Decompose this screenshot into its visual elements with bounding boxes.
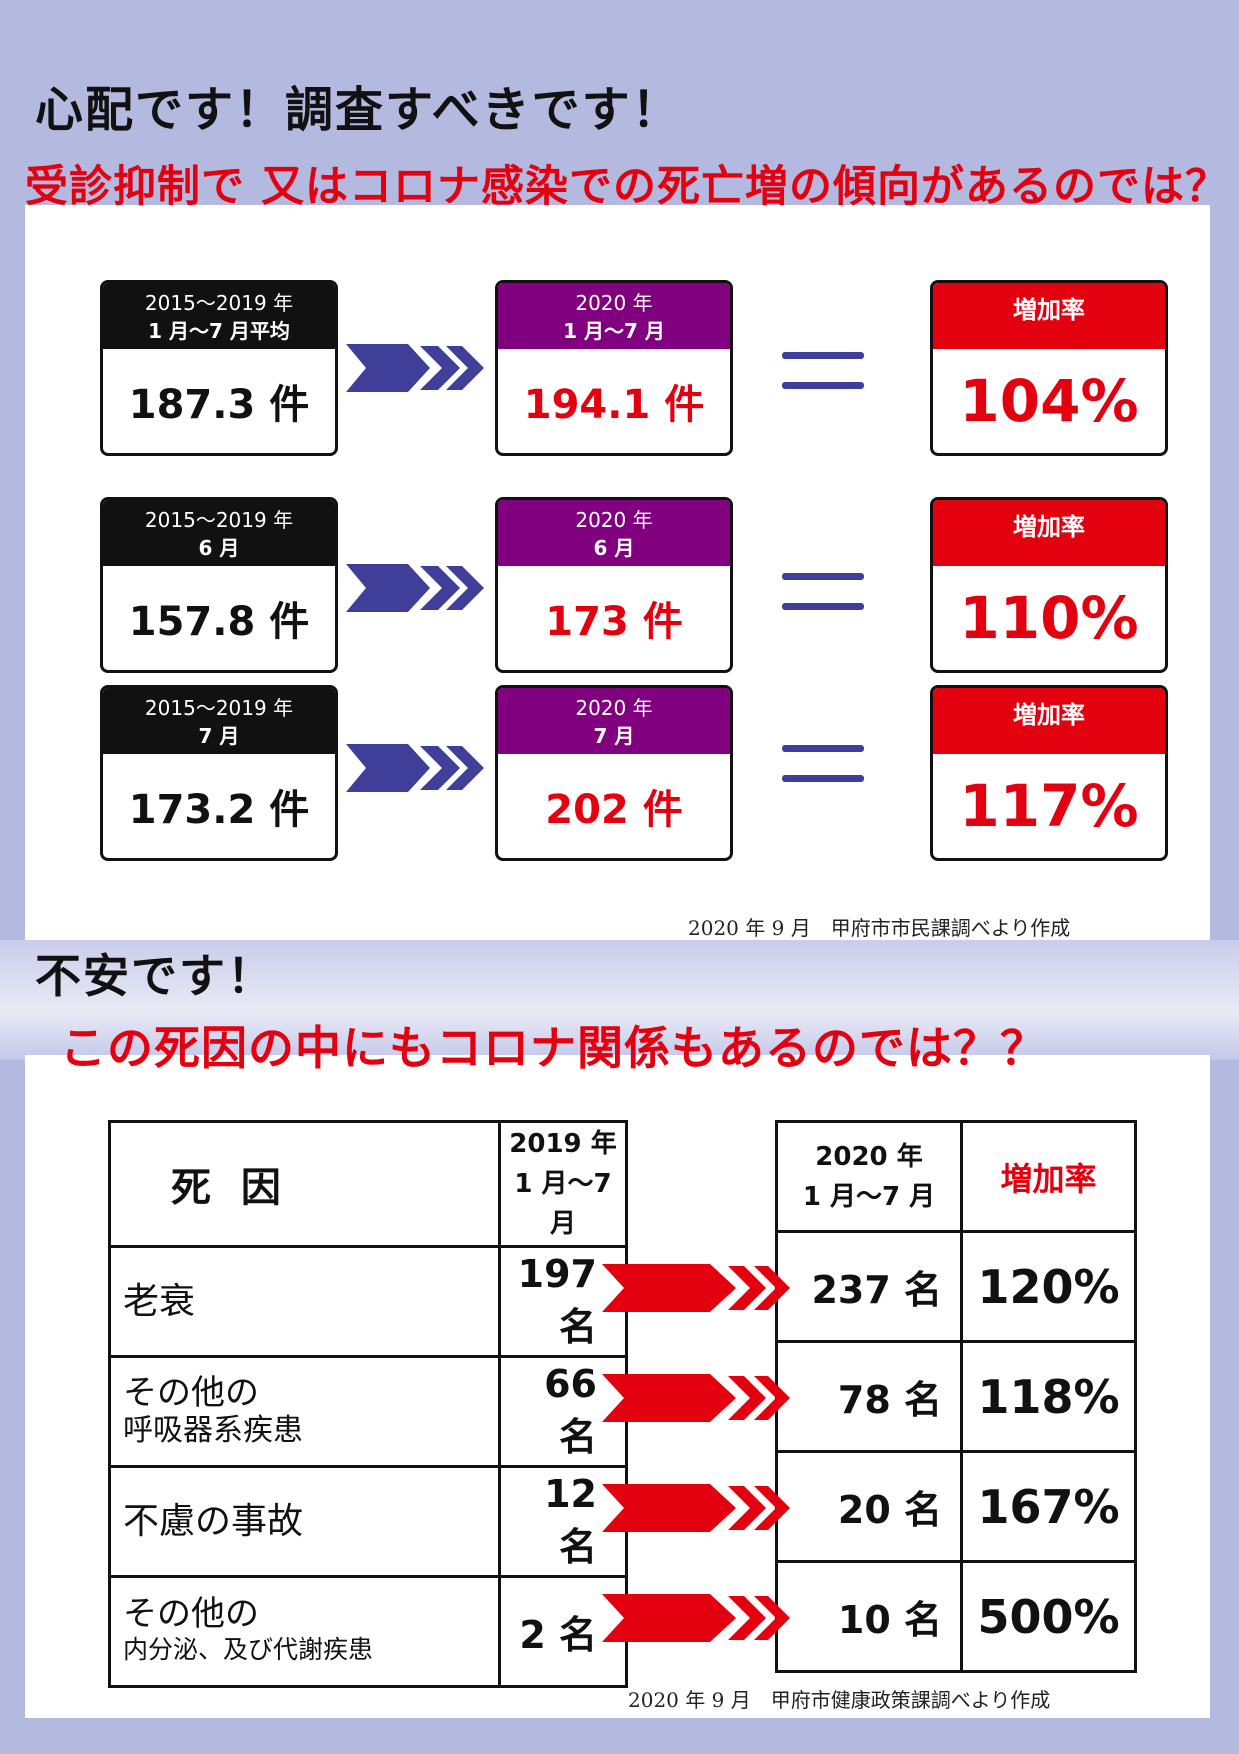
header-2020-year: 2020 年	[815, 1141, 923, 1172]
red-chevron-arrow-icon	[602, 1374, 790, 1422]
cause-line2: 内分泌、及び代謝疾患	[123, 1634, 374, 1664]
header-cause: 死 因	[108, 1120, 501, 1248]
prev-period-box: 2015～2019 年 1 月～7 月平均 187.3 件	[100, 280, 338, 456]
curr-period-count: 173 件	[545, 599, 683, 645]
cause-line2: 呼吸器系疾患	[123, 1412, 303, 1448]
prev-period-count: 187.3 件	[128, 382, 310, 428]
chevron-arrow-icon	[346, 564, 484, 612]
value-2019: 66 名	[498, 1355, 628, 1468]
red-chevron-arrow-icon	[602, 1484, 790, 1532]
curr-period-count: 202 件	[545, 787, 683, 833]
cause-line1: その他の	[123, 1593, 259, 1634]
source-note-2: 2020 年 9 月 甲府市健康政策課調べより作成	[628, 1688, 1051, 1712]
prev-period-months: 1 月～7 月平均	[148, 319, 290, 343]
curr-period-months: 6 月	[593, 536, 635, 560]
red-chevron-arrow-icon	[602, 1594, 790, 1642]
cause-cell: その他の 呼吸器系疾患	[108, 1355, 501, 1468]
equals-bar-top	[782, 352, 864, 359]
section-divider	[0, 940, 1239, 1060]
value-2020: 10 名	[775, 1560, 963, 1673]
rate-box: 増加率 110%	[930, 497, 1168, 673]
red-chevron-arrow-icon	[602, 1264, 790, 1312]
table-2020: 2020 年 1 月～7 月 増加率 237 名 120% 78 名 118% …	[775, 1120, 1137, 1673]
header-2019-year: 2019 年	[509, 1129, 617, 1159]
curr-period-box: 2020 年 1 月～7 月 194.1 件	[495, 280, 733, 456]
cause-cell: その他の 内分泌、及び代謝疾患	[108, 1575, 501, 1688]
prev-period-years: 2015～2019 年	[144, 696, 294, 720]
value-2019: 12 名	[498, 1465, 628, 1578]
subheading-suppression: 受診抑制で 又はコロナ感染での死亡増の傾向があるのでは？	[25, 162, 1229, 212]
curr-period-box: 2020 年 6 月 173 件	[495, 497, 733, 673]
source-note-1: 2020 年 9 月 甲府市市民課調べより作成	[688, 916, 1071, 940]
prev-period-years: 2015～2019 年	[144, 508, 294, 532]
cause-line1: その他の	[123, 1372, 259, 1413]
equals-bar-top	[782, 573, 864, 580]
rate-value: 120%	[960, 1230, 1137, 1343]
header-2019-months: 1 月～7 月	[514, 1169, 612, 1239]
subheading-death-causes: この死因の中にもコロナ関係もあるのでは？？	[60, 1021, 1047, 1075]
prev-period-box: 2015～2019 年 6 月 157.8 件	[100, 497, 338, 673]
rate-value: 167%	[960, 1450, 1137, 1563]
curr-period-count: 194.1 件	[523, 382, 705, 428]
curr-period-box: 2020 年 7 月 202 件	[495, 685, 733, 861]
curr-period-months: 1 月～7 月	[563, 319, 665, 343]
prev-period-months: 7 月	[198, 724, 240, 748]
equals-bar-bottom	[782, 775, 864, 782]
equals-bar-top	[782, 745, 864, 752]
value-2019: 2 名	[498, 1575, 628, 1688]
heading-anxiety: 不安です！	[35, 949, 275, 1003]
rate-value: 117%	[959, 772, 1139, 840]
cause-cell: 不慮の事故	[108, 1465, 501, 1578]
equals-bar-bottom	[782, 603, 864, 610]
prev-period-count: 157.8 件	[128, 599, 310, 645]
heading-worry: 心配です！調査すべきです！	[35, 82, 682, 138]
header-2020: 2020 年 1 月～7 月	[775, 1120, 963, 1233]
value-2020: 237 名	[775, 1230, 963, 1343]
table-2019: 死 因 2019 年 1 月～7 月 老衰 197 名 その他の 呼吸器系疾患 …	[108, 1120, 628, 1688]
prev-period-months: 6 月	[198, 536, 240, 560]
rate-value: 500%	[960, 1560, 1137, 1673]
header-rate: 増加率	[960, 1120, 1137, 1233]
cause-line1: 不慮の事故	[123, 1500, 304, 1542]
rate-label: 増加率	[933, 500, 1165, 566]
value-2019: 197 名	[498, 1245, 628, 1358]
curr-period-months: 7 月	[593, 724, 635, 748]
value-2020: 20 名	[775, 1450, 963, 1563]
equals-bar-bottom	[782, 382, 864, 389]
rate-value: 110%	[959, 584, 1139, 652]
rate-value: 104%	[959, 367, 1139, 435]
curr-period-year: 2020 年	[575, 291, 653, 315]
rate-box: 増加率 117%	[930, 685, 1168, 861]
value-2020: 78 名	[775, 1340, 963, 1453]
prev-period-years: 2015～2019 年	[144, 291, 294, 315]
prev-period-count: 173.2 件	[128, 787, 310, 833]
cause-cell: 老衰	[108, 1245, 501, 1358]
chevron-arrow-icon	[346, 344, 484, 392]
rate-label: 増加率	[933, 283, 1165, 349]
header-2020-months: 1 月～7 月	[802, 1181, 936, 1212]
rate-label: 増加率	[933, 688, 1165, 754]
curr-period-year: 2020 年	[575, 696, 653, 720]
rate-box: 増加率 104%	[930, 280, 1168, 456]
rate-value: 118%	[960, 1340, 1137, 1453]
prev-period-box: 2015～2019 年 7 月 173.2 件	[100, 685, 338, 861]
curr-period-year: 2020 年	[575, 508, 653, 532]
chevron-arrow-icon	[346, 744, 484, 792]
cause-line1: 老衰	[123, 1280, 196, 1322]
header-2019: 2019 年 1 月～7 月	[498, 1120, 628, 1248]
